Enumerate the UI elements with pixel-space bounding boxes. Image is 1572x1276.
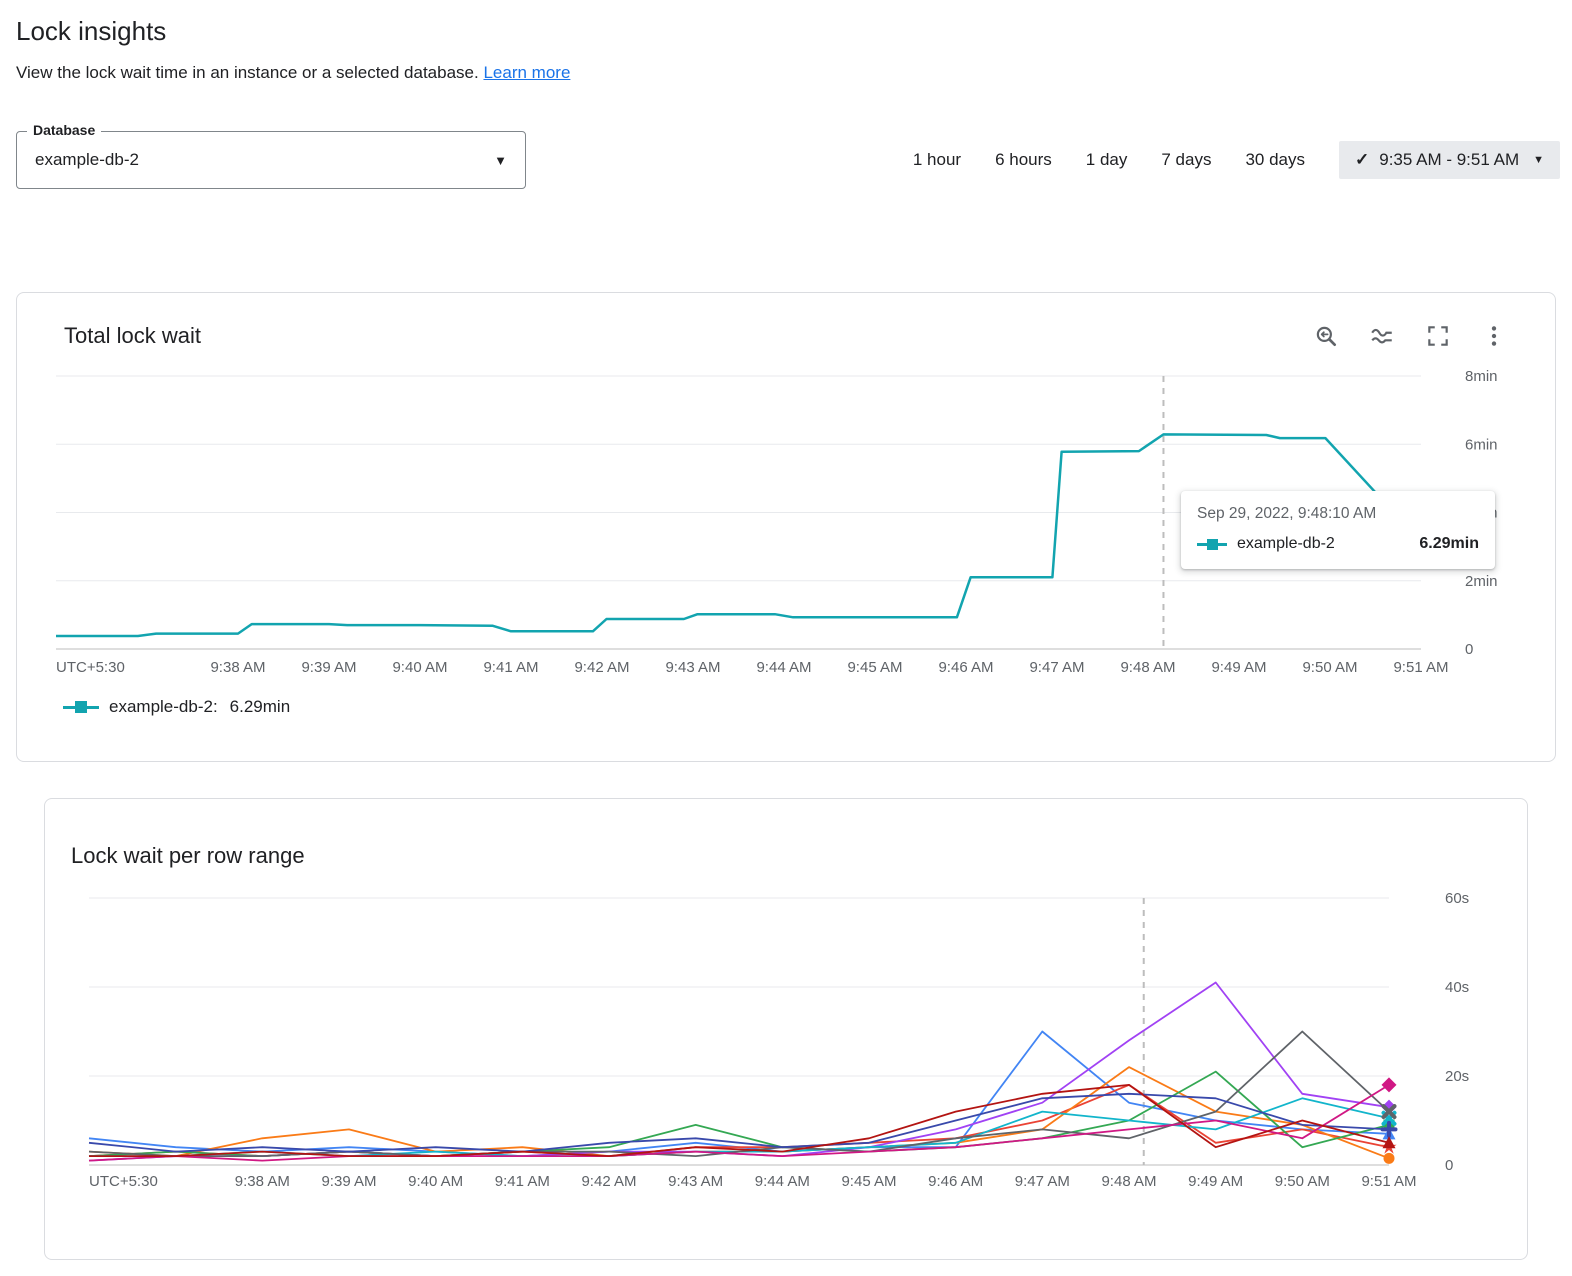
svg-text:9:45 AM: 9:45 AM [847, 659, 902, 676]
svg-text:9:38 AM: 9:38 AM [235, 1173, 290, 1190]
legend-item[interactable]: example-db-2: 6.29min [63, 697, 290, 717]
tooltip-series-value: 6.29min [1419, 535, 1479, 552]
svg-text:40s: 40s [1445, 979, 1469, 996]
chevron-down-icon: ▼ [494, 152, 507, 168]
time-range-label: 7 days [1161, 150, 1212, 169]
svg-text:0: 0 [1465, 641, 1473, 658]
svg-text:20s: 20s [1445, 1068, 1469, 1085]
svg-text:0: 0 [1445, 1157, 1453, 1174]
svg-text:9:42 AM: 9:42 AM [574, 659, 629, 676]
time-range-6-hours[interactable]: 6 hours [995, 150, 1052, 170]
svg-text:UTC+5:30: UTC+5:30 [89, 1173, 158, 1190]
svg-text:9:45 AM: 9:45 AM [841, 1173, 896, 1190]
time-range-30-days[interactable]: 30 days [1245, 150, 1305, 170]
svg-text:9:47 AM: 9:47 AM [1015, 1173, 1070, 1190]
database-select-label: Database [27, 122, 102, 138]
total-lock-wait-header: Total lock wait [17, 293, 1555, 349]
svg-text:9:39 AM: 9:39 AM [321, 1173, 376, 1190]
svg-text:60s: 60s [1445, 890, 1469, 907]
svg-text:9:40 AM: 9:40 AM [392, 659, 447, 676]
series-marker-icon [1197, 538, 1227, 550]
time-range-selector: 1 hour 6 hours 1 day 7 days 30 days ✓ 9:35 AM … [913, 141, 1560, 179]
total-lock-wait-title: Total lock wait [64, 323, 201, 348]
time-range-label: 6 hours [995, 150, 1052, 169]
page-description-text: View the lock wait time in an instance o… [16, 63, 479, 82]
series-marker-icon [63, 701, 99, 713]
svg-text:9:48 AM: 9:48 AM [1120, 659, 1175, 676]
svg-text:6min: 6min [1465, 436, 1498, 453]
controls-row: Database example-db-2 ▼ 1 hour 6 hours 1 d… [16, 122, 1560, 189]
learn-more-link[interactable]: Learn more [483, 63, 571, 82]
svg-text:2min: 2min [1465, 573, 1498, 590]
time-range-label: 30 days [1245, 150, 1305, 169]
svg-text:9:49 AM: 9:49 AM [1211, 659, 1266, 676]
svg-text:9:40 AM: 9:40 AM [408, 1173, 463, 1190]
svg-text:8min: 8min [1465, 368, 1498, 385]
time-range-9-35-am-9-51-am[interactable]: ✓ 9:35 AM - 9:51 AM ▼ [1339, 141, 1560, 179]
svg-text:9:42 AM: 9:42 AM [581, 1173, 636, 1190]
more-options-icon[interactable] [1481, 323, 1507, 349]
chart-legend: example-db-2: 6.29min [17, 697, 1555, 717]
time-range-label: 9:35 AM - 9:51 AM [1379, 150, 1520, 169]
page-description: View the lock wait time in an instance o… [16, 63, 1572, 83]
svg-text:9:46 AM: 9:46 AM [928, 1173, 983, 1190]
time-range-1-hour[interactable]: 1 hour [913, 150, 961, 170]
chevron-down-icon: ▼ [1533, 154, 1544, 166]
chart-toolbar [1313, 323, 1507, 349]
lock-wait-per-row-range-title: Lock wait per row range [71, 843, 305, 868]
time-range-1-day[interactable]: 1 day [1086, 150, 1128, 170]
time-range-7-days[interactable]: 7 days [1161, 150, 1211, 170]
svg-text:9:51 AM: 9:51 AM [1393, 659, 1448, 676]
lock-wait-per-row-range-card: Lock wait per row range 60s 40s 20s 0 UTC+5:… [44, 798, 1528, 1260]
check-icon: ✓ [1355, 150, 1370, 169]
svg-text:9:44 AM: 9:44 AM [756, 659, 811, 676]
page-title: Lock insights [16, 16, 167, 46]
svg-text:9:49 AM: 9:49 AM [1188, 1173, 1243, 1190]
legend-label: example-db-2: [109, 697, 218, 716]
svg-text:9:39 AM: 9:39 AM [301, 659, 356, 676]
svg-text:9:51 AM: 9:51 AM [1361, 1173, 1416, 1190]
legend-value: 6.29min [229, 697, 291, 716]
chart-tooltip: Sep 29, 2022, 9:48:10 AM example-db-2 6.… [1181, 491, 1495, 569]
total-lock-wait-card: Total lock wait [16, 292, 1556, 762]
fullscreen-icon[interactable] [1425, 323, 1451, 349]
lock-wait-per-row-range-chart[interactable]: 60s 40s 20s 0 UTC+5:30 9:38 AM 9:39 AM 9:40 AM 9… [45, 883, 1527, 1197]
smoothing-icon[interactable] [1369, 323, 1395, 349]
tooltip-timestamp: Sep 29, 2022, 9:48:10 AM [1197, 505, 1377, 522]
svg-text:9:38 AM: 9:38 AM [210, 659, 265, 676]
svg-text:9:47 AM: 9:47 AM [1029, 659, 1084, 676]
total-lock-wait-chart[interactable]: 8min6min4min2min0UTC+5:309:38 AM9:39 AM9… [17, 361, 1555, 683]
zoom-reset-icon[interactable] [1313, 323, 1339, 349]
database-select-value: example-db-2 [35, 150, 139, 169]
svg-text:9:48 AM: 9:48 AM [1101, 1173, 1156, 1190]
svg-text:9:46 AM: 9:46 AM [938, 659, 993, 676]
tooltip-row: example-db-2 6.29min [1197, 535, 1479, 553]
time-range-label: 1 hour [912, 150, 962, 169]
svg-text:9:50 AM: 9:50 AM [1302, 659, 1357, 676]
svg-text:9:41 AM: 9:41 AM [495, 1173, 550, 1190]
svg-text:9:41 AM: 9:41 AM [483, 659, 538, 676]
svg-text:9:44 AM: 9:44 AM [755, 1173, 810, 1190]
svg-text:9:43 AM: 9:43 AM [665, 659, 720, 676]
svg-text:9:50 AM: 9:50 AM [1275, 1173, 1330, 1190]
database-select[interactable]: Database example-db-2 ▼ [16, 122, 526, 189]
svg-text:9:43 AM: 9:43 AM [668, 1173, 723, 1190]
svg-text:UTC+5:30: UTC+5:30 [56, 659, 125, 676]
time-range-label: 1 day [1085, 150, 1128, 169]
tooltip-series-name: example-db-2 [1237, 535, 1335, 552]
